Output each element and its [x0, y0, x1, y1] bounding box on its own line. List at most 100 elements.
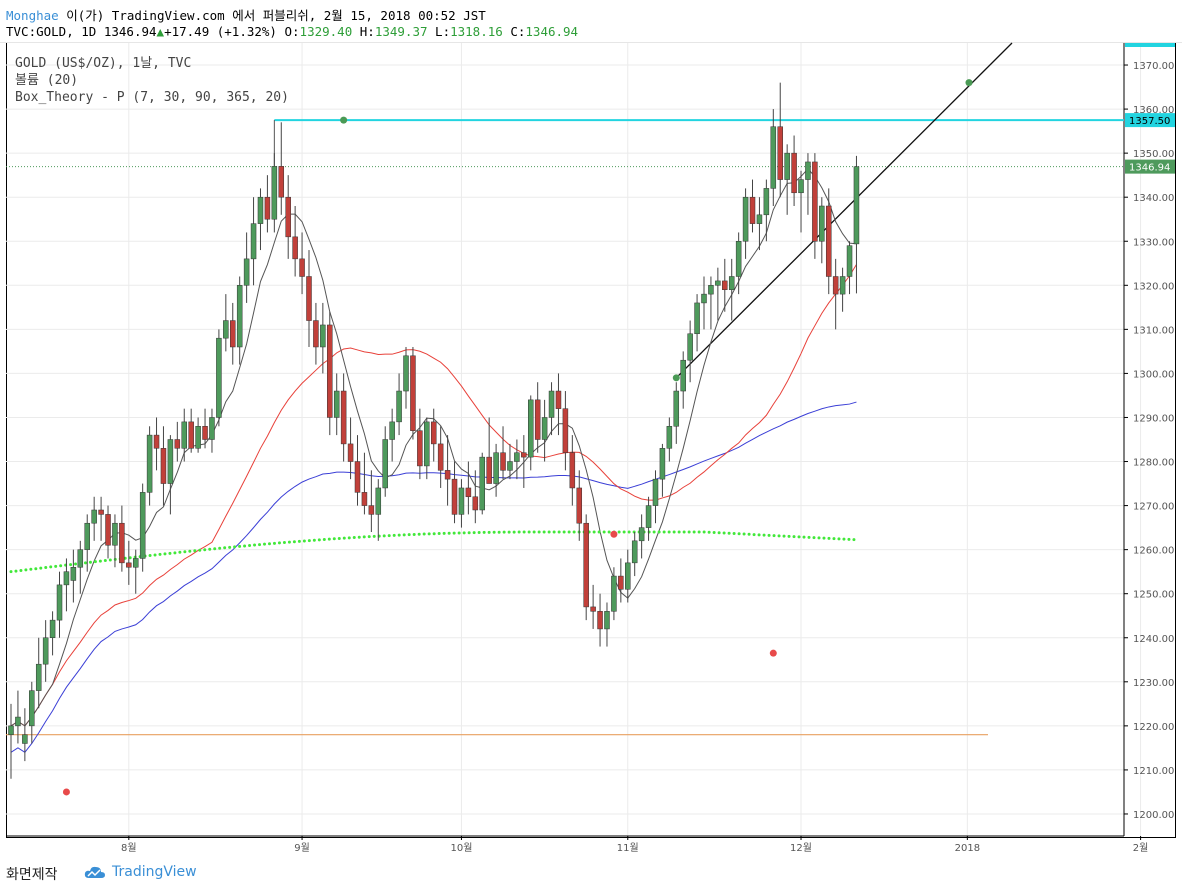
candle-body	[472, 496, 479, 511]
price-chart[interactable]: 1200.00 1210.00 1220.00 1230.00 1240.00 1250.…	[0, 0, 1182, 856]
candle-body	[126, 562, 132, 568]
candle-body	[271, 166, 278, 220]
trend-handle-end	[965, 79, 973, 87]
candle-body	[327, 324, 333, 418]
candle-body	[333, 390, 340, 418]
candle-body	[292, 236, 298, 260]
candle-body	[42, 637, 49, 665]
candle-body	[347, 443, 354, 462]
candle-body	[728, 276, 735, 290]
candle-body	[146, 434, 153, 493]
candle-body	[486, 456, 492, 484]
y-tick-label: 1260.00	[1133, 546, 1174, 557]
candle-body	[63, 571, 70, 586]
candle-body	[514, 452, 520, 462]
candle-body	[638, 527, 645, 542]
candle-body	[188, 421, 194, 449]
low-value: 1318.16	[450, 24, 503, 39]
candle-body	[701, 293, 707, 304]
publish-info: Monghae 이(가) TradingView.com 에서 퍼블리쉬, 2월…	[6, 5, 486, 24]
brand-text: TradingView	[112, 864, 197, 880]
x-tick-label: 11월	[617, 842, 639, 854]
y-tick-label: 1250.00	[1133, 590, 1174, 601]
high-label: H:	[359, 24, 375, 39]
legend: GOLD (US$/OZ), 1날, TVC 볼륨 (20) Box_Theor…	[15, 55, 289, 106]
candle-body	[784, 152, 790, 180]
candle-body	[722, 280, 728, 290]
candle-body	[832, 276, 839, 295]
candle-body	[278, 166, 285, 198]
candle-body	[715, 280, 721, 286]
chart-area[interactable]	[6, 43, 1176, 838]
candle-body	[119, 522, 125, 564]
candle-body	[458, 487, 465, 515]
candle-body	[250, 223, 257, 260]
x-tick-label: 8월	[121, 842, 137, 854]
candle-body	[493, 452, 499, 484]
cloud-icon	[84, 866, 105, 878]
candle-body	[437, 443, 444, 471]
candle-body	[340, 390, 347, 445]
candle-body	[694, 302, 700, 335]
candle-body	[625, 562, 631, 590]
candle-body	[361, 492, 368, 506]
candle-body	[708, 285, 714, 295]
y-tick-label: 1330.00	[1133, 237, 1174, 248]
signal-dot	[610, 530, 618, 538]
candle-body	[306, 276, 312, 321]
candle-body	[853, 166, 860, 245]
y-tick-label: 1310.00	[1133, 325, 1174, 336]
candle-body	[500, 452, 506, 471]
symbol-label: TVC:GOLD, 1D	[6, 24, 97, 39]
candle-body	[770, 126, 777, 189]
last-price: 1346.94	[103, 24, 157, 39]
signal-dot	[62, 788, 70, 796]
tradingview-logo[interactable]: TradingView	[84, 864, 197, 880]
candle-body	[98, 509, 104, 515]
y-tick-label: 1240.00	[1133, 634, 1174, 645]
candle-body	[680, 359, 686, 392]
y-tick-label: 1270.00	[1133, 502, 1174, 513]
candle-body	[91, 509, 97, 524]
candle-body	[825, 205, 832, 277]
y-tick-label: 1320.00	[1133, 281, 1174, 292]
candle-body	[652, 478, 659, 506]
candle-body	[444, 470, 451, 480]
candle-body	[8, 725, 14, 735]
candle-body	[666, 426, 673, 449]
candle-body	[673, 390, 680, 427]
candle-body	[410, 355, 416, 431]
candle-body	[230, 320, 236, 348]
candle-body	[153, 434, 160, 449]
candle-body	[299, 258, 305, 277]
candle-body	[742, 196, 749, 242]
candle-body	[105, 514, 111, 546]
candle-body	[597, 611, 603, 630]
candle-body	[139, 492, 146, 559]
candle-body	[160, 448, 167, 484]
candle-body	[576, 487, 583, 524]
footer-credit: 화면제작	[6, 867, 58, 883]
y-tick-label: 1300.00	[1133, 369, 1174, 380]
candle-body	[320, 324, 326, 348]
candle-body	[604, 611, 610, 630]
candle-body	[846, 245, 853, 277]
candle-body	[77, 549, 84, 568]
y-tick-label: 1370.00	[1133, 61, 1174, 72]
candle-body	[257, 196, 264, 224]
candle-body	[479, 456, 485, 511]
candle-body	[839, 276, 846, 295]
x-tick-label: 2018	[955, 843, 980, 854]
candle-body	[112, 522, 118, 546]
candle-body	[236, 285, 243, 348]
candle-body	[174, 439, 181, 449]
open-label: O:	[284, 24, 300, 39]
author-link[interactable]: Monghae	[6, 8, 59, 23]
candle-body	[209, 417, 215, 440]
candle-body	[56, 584, 63, 621]
candle-body	[583, 522, 589, 608]
footer: 화면제작 TradingView	[0, 856, 1182, 893]
y-tick-label: 1210.00	[1133, 766, 1174, 777]
legend-indicator: Box_Theory - P (7, 30, 90, 365, 20)	[15, 90, 289, 105]
level-price-label-bg	[1125, 113, 1175, 128]
